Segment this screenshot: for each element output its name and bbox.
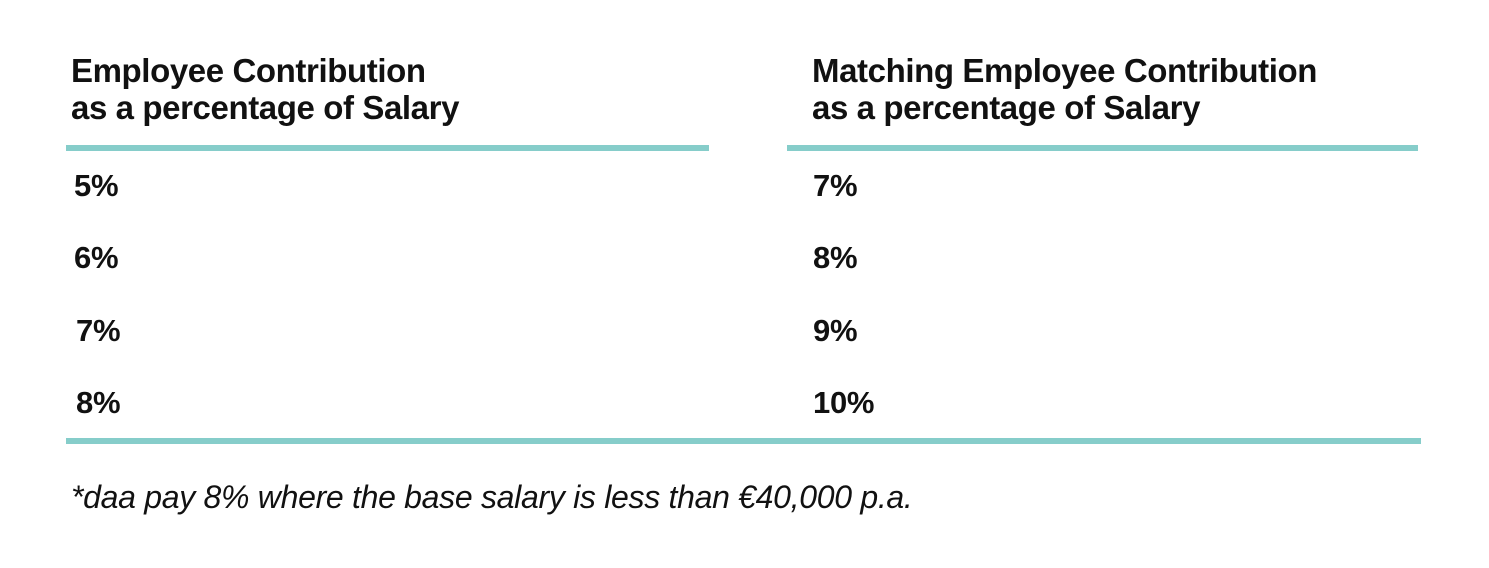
header-line: Employee Contribution [71,52,426,89]
table-cell-employee-row-4: 8% [76,385,121,420]
header-line: Matching Employee Contribution [812,52,1317,89]
footnote: *daa pay 8% where the base salary is les… [71,479,913,515]
table-cell-employee-row-1: 5% [74,168,119,203]
table-cell-matching-row-4: 10% [813,385,875,420]
table-cell-employee-row-2: 6% [74,240,119,275]
column-header-matching-contribution: Matching Employee Contribution as a perc… [812,52,1317,126]
table-cell-matching-row-2: 8% [813,240,858,275]
table-cell-matching-row-3: 9% [813,313,858,348]
header-line: as a percentage of Salary [812,89,1201,126]
table-cell-employee-row-3: 7% [76,313,121,348]
table-bottom-divider [66,438,1421,444]
header-line: as a percentage of Salary [71,89,460,126]
column-header-employee-contribution: Employee Contribution as a percentage of… [71,52,459,126]
header-divider-left [66,145,709,151]
header-divider-right [787,145,1418,151]
table-cell-matching-row-1: 7% [813,168,858,203]
